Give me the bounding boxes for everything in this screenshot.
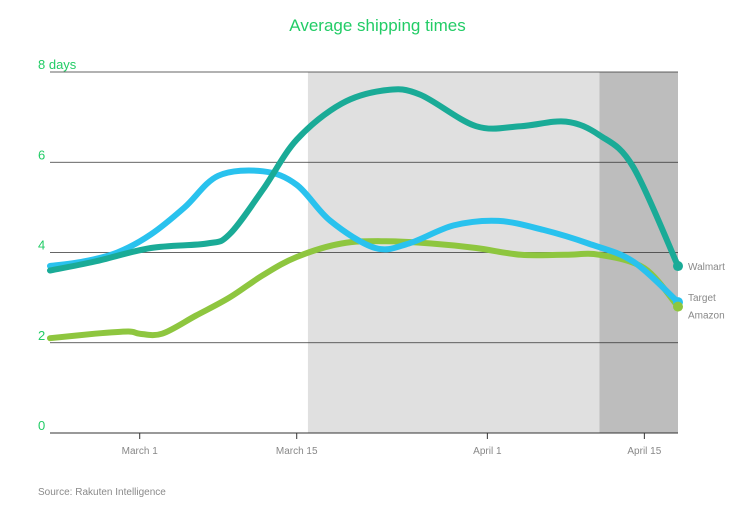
series-line-walmart <box>47 86 681 274</box>
x-tick-label-4: April 15 <box>627 446 661 457</box>
y-tick-label-0: 0 <box>38 418 45 433</box>
end-marker-amazon <box>673 301 683 312</box>
y-axis-tick-labels: 0 2 4 6 8 days <box>38 57 77 433</box>
chart-source-note: Source: Rakuten Intelligence <box>38 487 166 498</box>
series-line-target <box>47 167 681 306</box>
y-tick-label-6: 6 <box>38 147 45 162</box>
x-tick-label-2: March 15 <box>276 446 318 457</box>
series-labels: Walmart Target Amazon <box>688 262 725 322</box>
end-markers <box>673 261 683 312</box>
series-label-walmart: Walmart <box>688 262 725 273</box>
series-label-amazon: Amazon <box>688 311 725 322</box>
series-lines <box>47 86 681 342</box>
y-tick-label-4: 4 <box>38 238 45 253</box>
series-label-target: Target <box>688 293 716 304</box>
x-axis <box>139 433 645 439</box>
gridlines <box>50 71 678 434</box>
x-tick-label-1: March 1 <box>122 446 159 457</box>
y-tick-label-8: 8 days <box>38 57 77 72</box>
series-line-amazon <box>47 238 681 342</box>
end-marker-walmart <box>673 261 683 272</box>
chart-title: Average shipping times <box>289 16 466 35</box>
y-tick-label-2: 2 <box>38 328 45 343</box>
x-tick-label-3: April 1 <box>473 446 502 457</box>
x-axis-tick-labels: March 1 March 15 April 1 April 15 <box>122 446 662 457</box>
